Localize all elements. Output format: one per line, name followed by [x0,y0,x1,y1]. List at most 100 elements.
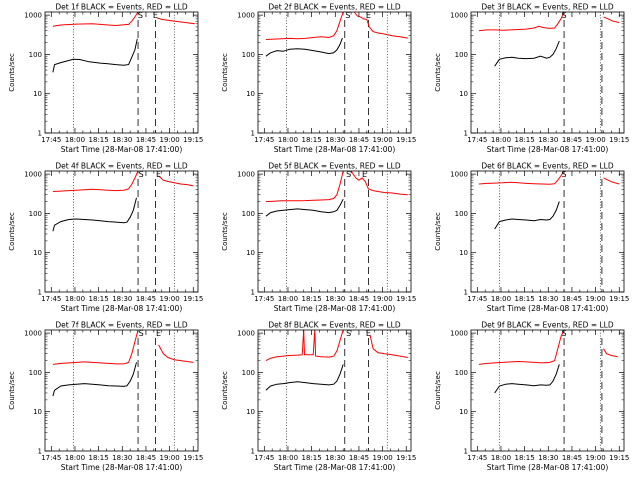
y-axis-label: Counts/sec [434,371,442,410]
series-lld-line [478,11,565,32]
y-tick-label: 10 [459,249,468,257]
panel-title: Det 1f BLACK = Events, RED = LLD [55,3,188,12]
series-lld-line [478,329,565,365]
y-axis-label: Counts/sec [8,212,16,251]
marker-e: E [362,170,367,179]
y-tick-label: 100 [242,210,255,218]
panel-3: Det 3f BLACK = Events, RED = LLD Counts/s… [434,3,629,155]
x-tick-label: 19:15 [183,454,203,462]
y-tick-label: 10 [33,408,42,416]
x-tick-label: 18:00 [491,295,511,303]
y-tick-label: 10 [33,90,42,98]
series-lld-line [603,348,618,358]
panel-title: Det 8f BLACK = Events, RED = LLD [268,321,401,330]
y-tick-label: 10 [33,249,42,257]
x-tick-label: 17:45 [41,295,61,303]
x-tick-label: 17:45 [467,136,487,144]
series-events-line [52,362,137,397]
x-tick-label: 18:00 [278,454,298,462]
series-lld-line [603,177,620,185]
series-lld-line [158,175,194,187]
panel-9: Det 9f BLACK = Events, RED = LLD Counts/s… [434,321,629,473]
x-tick-label: 19:00 [586,295,606,303]
marker-e: E [156,329,161,338]
y-axis-label: Counts/sec [221,371,229,410]
x-tick-label: 18:30 [325,136,345,144]
x-tick-label: 18:45 [349,454,369,462]
x-tick-label: 17:45 [41,454,61,462]
x-tick-label: 18:15 [302,295,322,303]
y-tick-label: 1000 [24,171,42,179]
y-axis-label: Counts/sec [221,53,229,92]
series-lld-line [353,11,408,39]
x-axis-label: Start Time (28-Mar-08 17:41:00) [487,145,609,154]
series-lld-line [52,11,139,27]
y-tick-label: 1 [464,130,468,138]
series-events-line [494,201,560,230]
series-lld-line [265,170,344,203]
y-tick-label: 100 [29,51,42,59]
x-tick-label: 19:15 [183,136,203,144]
marker-e: E [366,329,371,338]
x-tick-label: 17:45 [467,295,487,303]
plot-frame [44,170,199,293]
series-lld-line [265,329,344,362]
y-tick-label: 10 [246,90,255,98]
plot-frame [257,170,412,293]
series-events-line [52,197,137,232]
x-tick-label: 19:15 [396,454,416,462]
x-tick-label: 18:15 [515,454,535,462]
marker-e: E [366,11,371,20]
x-tick-label: 19:15 [609,136,629,144]
x-tick-label: 17:45 [254,454,274,462]
panel-5: Det 5f BLACK = Events, RED = LLD Counts/s… [221,162,416,314]
x-tick-label: 18:15 [89,136,109,144]
y-tick-label: 100 [455,369,468,377]
x-tick-label: 18:30 [112,136,132,144]
x-tick-label: 19:00 [160,454,180,462]
x-tick-label: 18:00 [278,295,298,303]
y-tick-label: 1000 [24,12,42,20]
marker-s: S [346,329,351,338]
series-lld-line [156,17,195,25]
x-tick-label: 18:45 [349,295,369,303]
y-axis-label: Counts/sec [8,371,16,410]
x-tick-label: 18:00 [278,136,298,144]
x-tick-label: 17:45 [254,295,274,303]
plot-frame [44,329,199,452]
y-tick-label: 1 [251,289,255,297]
y-tick-label: 1 [251,448,255,456]
series-lld-line [265,11,344,40]
x-axis-label: Start Time (28-Mar-08 17:41:00) [61,463,183,472]
x-tick-label: 18:45 [562,136,582,144]
x-tick-label: 17:45 [254,136,274,144]
panel-8: Det 8f BLACK = Events, RED = LLD Counts/s… [221,321,416,473]
series-events-line [265,37,343,57]
x-tick-label: 19:00 [160,295,180,303]
x-tick-label: 18:15 [302,454,322,462]
series-lld-line [158,344,194,363]
x-tick-label: 18:30 [112,295,132,303]
series-events-line [265,198,344,217]
x-tick-label: 19:00 [373,454,393,462]
series-lld-line [603,16,620,23]
x-tick-label: 18:00 [65,454,85,462]
x-tick-label: 18:30 [325,295,345,303]
x-tick-label: 18:45 [136,136,156,144]
x-tick-label: 18:30 [538,295,558,303]
x-tick-label: 18:30 [325,454,345,462]
panel-title: Det 4f BLACK = Events, RED = LLD [55,162,188,171]
panel-2: Det 2f BLACK = Events, RED = LLD Counts/s… [221,3,416,155]
x-tick-label: 17:45 [467,454,487,462]
marker-s: S [562,11,567,20]
y-tick-label: 1000 [450,171,468,179]
plot-frame [257,329,412,452]
x-axis-label: Start Time (28-Mar-08 17:41:00) [274,145,396,154]
y-tick-label: 1000 [237,171,255,179]
series-events-line [52,38,138,73]
x-tick-label: 18:15 [515,295,535,303]
y-tick-label: 1 [464,289,468,297]
x-tick-label: 18:00 [65,136,85,144]
panel-6: Det 6f BLACK = Events, RED = LLD Counts/s… [434,162,629,314]
